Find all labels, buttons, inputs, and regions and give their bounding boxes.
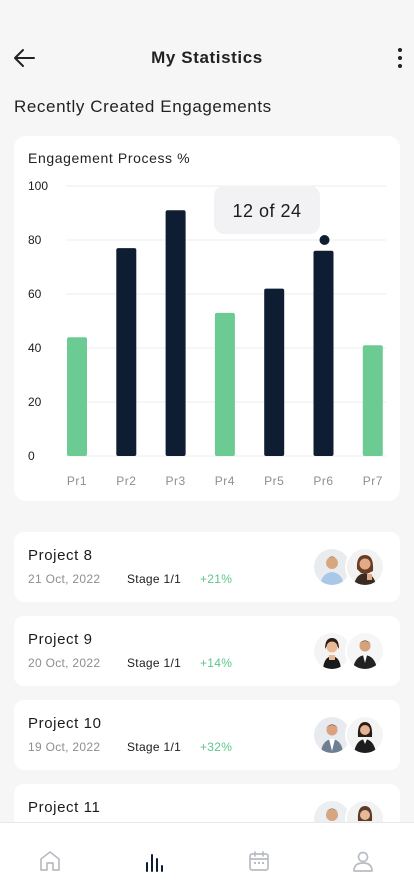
avatar-group: [312, 715, 386, 755]
avatar-group: [312, 547, 386, 587]
x-tick-label: Pr3: [166, 474, 186, 488]
person-avatar-image: [347, 717, 383, 753]
x-tick-label: Pr4: [215, 474, 235, 488]
bar: [362, 345, 383, 456]
calendar-icon: [249, 851, 269, 871]
home-icon: [40, 851, 60, 871]
profile-icon: [353, 851, 373, 872]
bar: [214, 312, 235, 456]
avatar: [345, 631, 385, 671]
page-title: My Statistics: [151, 48, 263, 67]
project-growth: +14%: [200, 656, 233, 670]
arrow-left-icon: [14, 49, 35, 67]
bar: [116, 248, 137, 456]
project-title: Project 8: [28, 547, 93, 564]
bar: [165, 210, 186, 456]
avatar: [345, 547, 385, 587]
tooltip-text: 12 of 24: [232, 201, 301, 221]
x-tick-label: Pr2: [116, 474, 136, 488]
project-growth: +21%: [200, 572, 233, 586]
project-card[interactable]: Project 10 19 Oct, 2022 Stage 1/1 +32%: [14, 700, 400, 770]
person-avatar-image: [314, 549, 350, 585]
bottom-nav: [0, 822, 414, 896]
person-avatar-image: [314, 633, 350, 669]
nav-home[interactable]: [36, 847, 64, 875]
section-title: Recently Created Engagements: [14, 97, 272, 116]
x-tick-label: Pr7: [363, 474, 383, 488]
avatar: [312, 547, 352, 587]
x-tick-label: Pr1: [67, 474, 87, 488]
y-tick-label: 60: [28, 287, 42, 301]
dot: [398, 64, 402, 68]
project-title: Project 10: [28, 715, 102, 732]
chart-card: Engagement Process % 0 20 40 60 80 100 Pr1 Pr2 P…: [14, 136, 400, 501]
dot: [398, 48, 402, 52]
project-growth: +32%: [200, 740, 233, 754]
project-card[interactable]: Project 8 21 Oct, 2022 Stage 1/1 +21%: [14, 532, 400, 602]
engagement-chart: 0 20 40 60 80 100 Pr1 Pr2 Pr3 Pr4 Pr5 Pr6 Pr7 12 of 2…: [28, 179, 386, 488]
avatar: [345, 715, 385, 755]
project-stage: Stage 1/1: [127, 572, 182, 586]
y-tick-label: 20: [28, 395, 42, 409]
y-tick-label: 0: [28, 449, 35, 463]
header: My Statistics: [0, 0, 414, 90]
person-avatar-image: [347, 633, 383, 669]
y-tick-label: 40: [28, 341, 42, 355]
dot: [398, 56, 402, 60]
project-stage: Stage 1/1: [127, 740, 182, 754]
nav-profile[interactable]: [349, 847, 377, 875]
tooltip-marker: [319, 235, 330, 245]
bar: [313, 250, 334, 456]
person-avatar-image: [314, 717, 350, 753]
nav-statistics[interactable]: [141, 847, 169, 875]
person-avatar-image: [347, 549, 383, 585]
bar: [264, 288, 285, 456]
avatar-group: [312, 631, 386, 671]
project-stage: Stage 1/1: [127, 656, 182, 670]
bar: [67, 337, 87, 456]
more-options-button[interactable]: [392, 44, 408, 72]
chart-title: Engagement Process %: [28, 150, 191, 166]
project-title: Project 9: [28, 631, 93, 648]
statistics-icon: [146, 854, 163, 872]
project-card[interactable]: Project 9 20 Oct, 2022 Stage 1/1 +14%: [14, 616, 400, 686]
y-tick-label: 80: [28, 233, 42, 247]
x-tick-label: Pr6: [313, 474, 333, 488]
project-date: 21 Oct, 2022: [28, 572, 101, 586]
project-title: Project 11: [28, 799, 101, 816]
back-button[interactable]: [8, 44, 40, 72]
project-date: 19 Oct, 2022: [28, 740, 101, 754]
tooltip-box: [214, 186, 320, 234]
nav-calendar[interactable]: [245, 847, 273, 875]
project-date: 20 Oct, 2022: [28, 656, 101, 670]
x-tick-label: Pr5: [264, 474, 284, 488]
y-tick-label: 100: [28, 179, 48, 193]
